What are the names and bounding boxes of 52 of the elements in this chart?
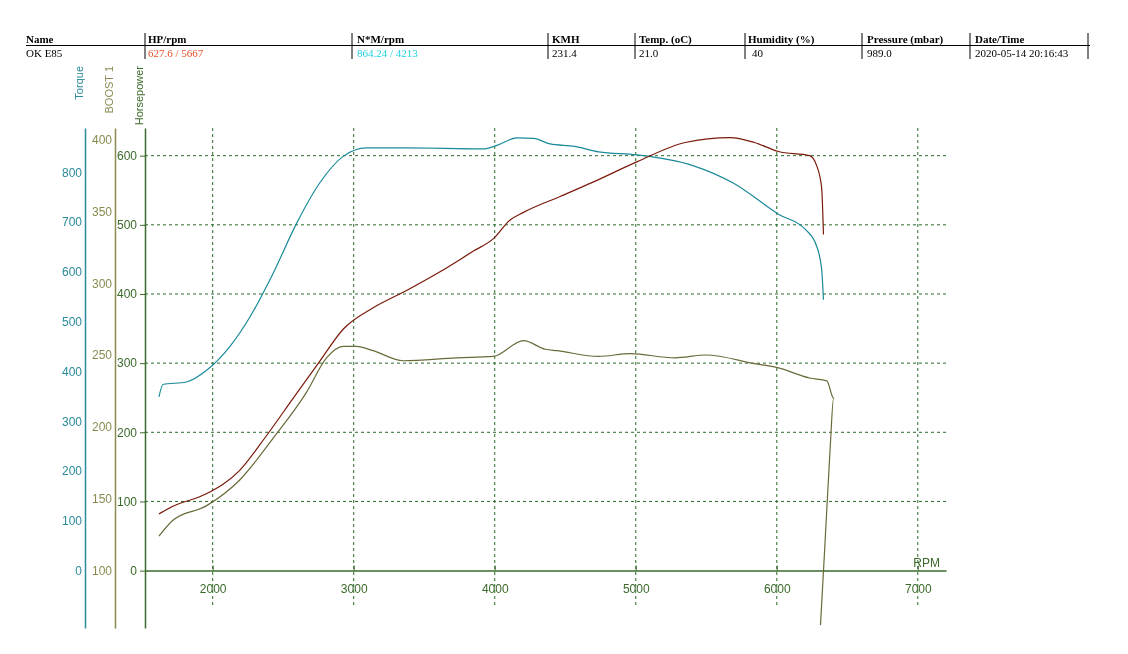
y-axis-title: Horsepower xyxy=(132,65,145,126)
text: Humidity (%) xyxy=(748,33,815,46)
y3-tick-label: 200 xyxy=(91,420,113,435)
text: OK E85 xyxy=(26,47,63,59)
y2-tick-label: 400 xyxy=(61,364,83,379)
line-series xyxy=(158,137,825,515)
text: 989.0 xyxy=(867,47,893,59)
text: 231.4 xyxy=(552,47,578,59)
x-tick-label: 3000 xyxy=(340,582,368,596)
line-series xyxy=(158,137,825,398)
y3-tick-label: 400 xyxy=(91,132,113,147)
y-tick-label: 100 xyxy=(116,494,138,509)
y2-axis-title: Torque xyxy=(72,66,85,100)
text: KMH xyxy=(552,33,580,45)
text: HP/rpm xyxy=(148,33,187,45)
y2-tick-label: 600 xyxy=(61,265,83,280)
text: N*M/rpm xyxy=(357,33,405,45)
x-tick-label: 5000 xyxy=(622,582,650,596)
y2-tick-label: 100 xyxy=(61,514,83,529)
y3-tick-label: 350 xyxy=(91,204,113,219)
y2-tick-label: 500 xyxy=(61,315,83,330)
text: Pressure (mbar) xyxy=(867,33,944,46)
y3-tick-label: 300 xyxy=(91,276,113,291)
x-tick-label: 4000 xyxy=(481,582,509,596)
y2-tick-label: 200 xyxy=(61,464,83,479)
y3-tick-label: 250 xyxy=(91,348,113,363)
x-tick-label: 7000 xyxy=(904,582,932,596)
text: 40 xyxy=(752,47,764,59)
text: 21.0 xyxy=(639,47,659,59)
x-tick-label: 6000 xyxy=(763,582,791,596)
text: Date/Time xyxy=(975,33,1025,45)
y-tick-label: 200 xyxy=(116,425,138,440)
text: 627.6 / 5667 xyxy=(148,47,204,59)
text: 864.24 / 4213 xyxy=(357,47,419,59)
line-series xyxy=(158,340,835,626)
text: Temp. (oC) xyxy=(639,33,693,46)
text: 2020-05-14 20:16:43 xyxy=(975,47,1069,59)
x-tick-label: 2000 xyxy=(199,582,227,596)
y3-tick-label: 150 xyxy=(91,492,113,507)
y-tick-label: 600 xyxy=(116,149,138,163)
y3-axis-title: BOOST 1 xyxy=(102,66,115,114)
y2-tick-label: 300 xyxy=(61,414,83,429)
y3-tick-label: 100 xyxy=(91,563,113,578)
y-tick-label: 500 xyxy=(116,218,138,233)
text: Name xyxy=(26,33,54,45)
y-tick-label: 400 xyxy=(116,287,138,302)
y2-tick-label: 0 xyxy=(75,564,83,579)
y-tick-label: 0 xyxy=(130,563,138,578)
y2-tick-label: 800 xyxy=(61,165,83,180)
x-axis-title: RPM xyxy=(913,555,940,570)
y-tick-label: 300 xyxy=(116,356,138,371)
y2-tick-label: 700 xyxy=(61,215,83,230)
